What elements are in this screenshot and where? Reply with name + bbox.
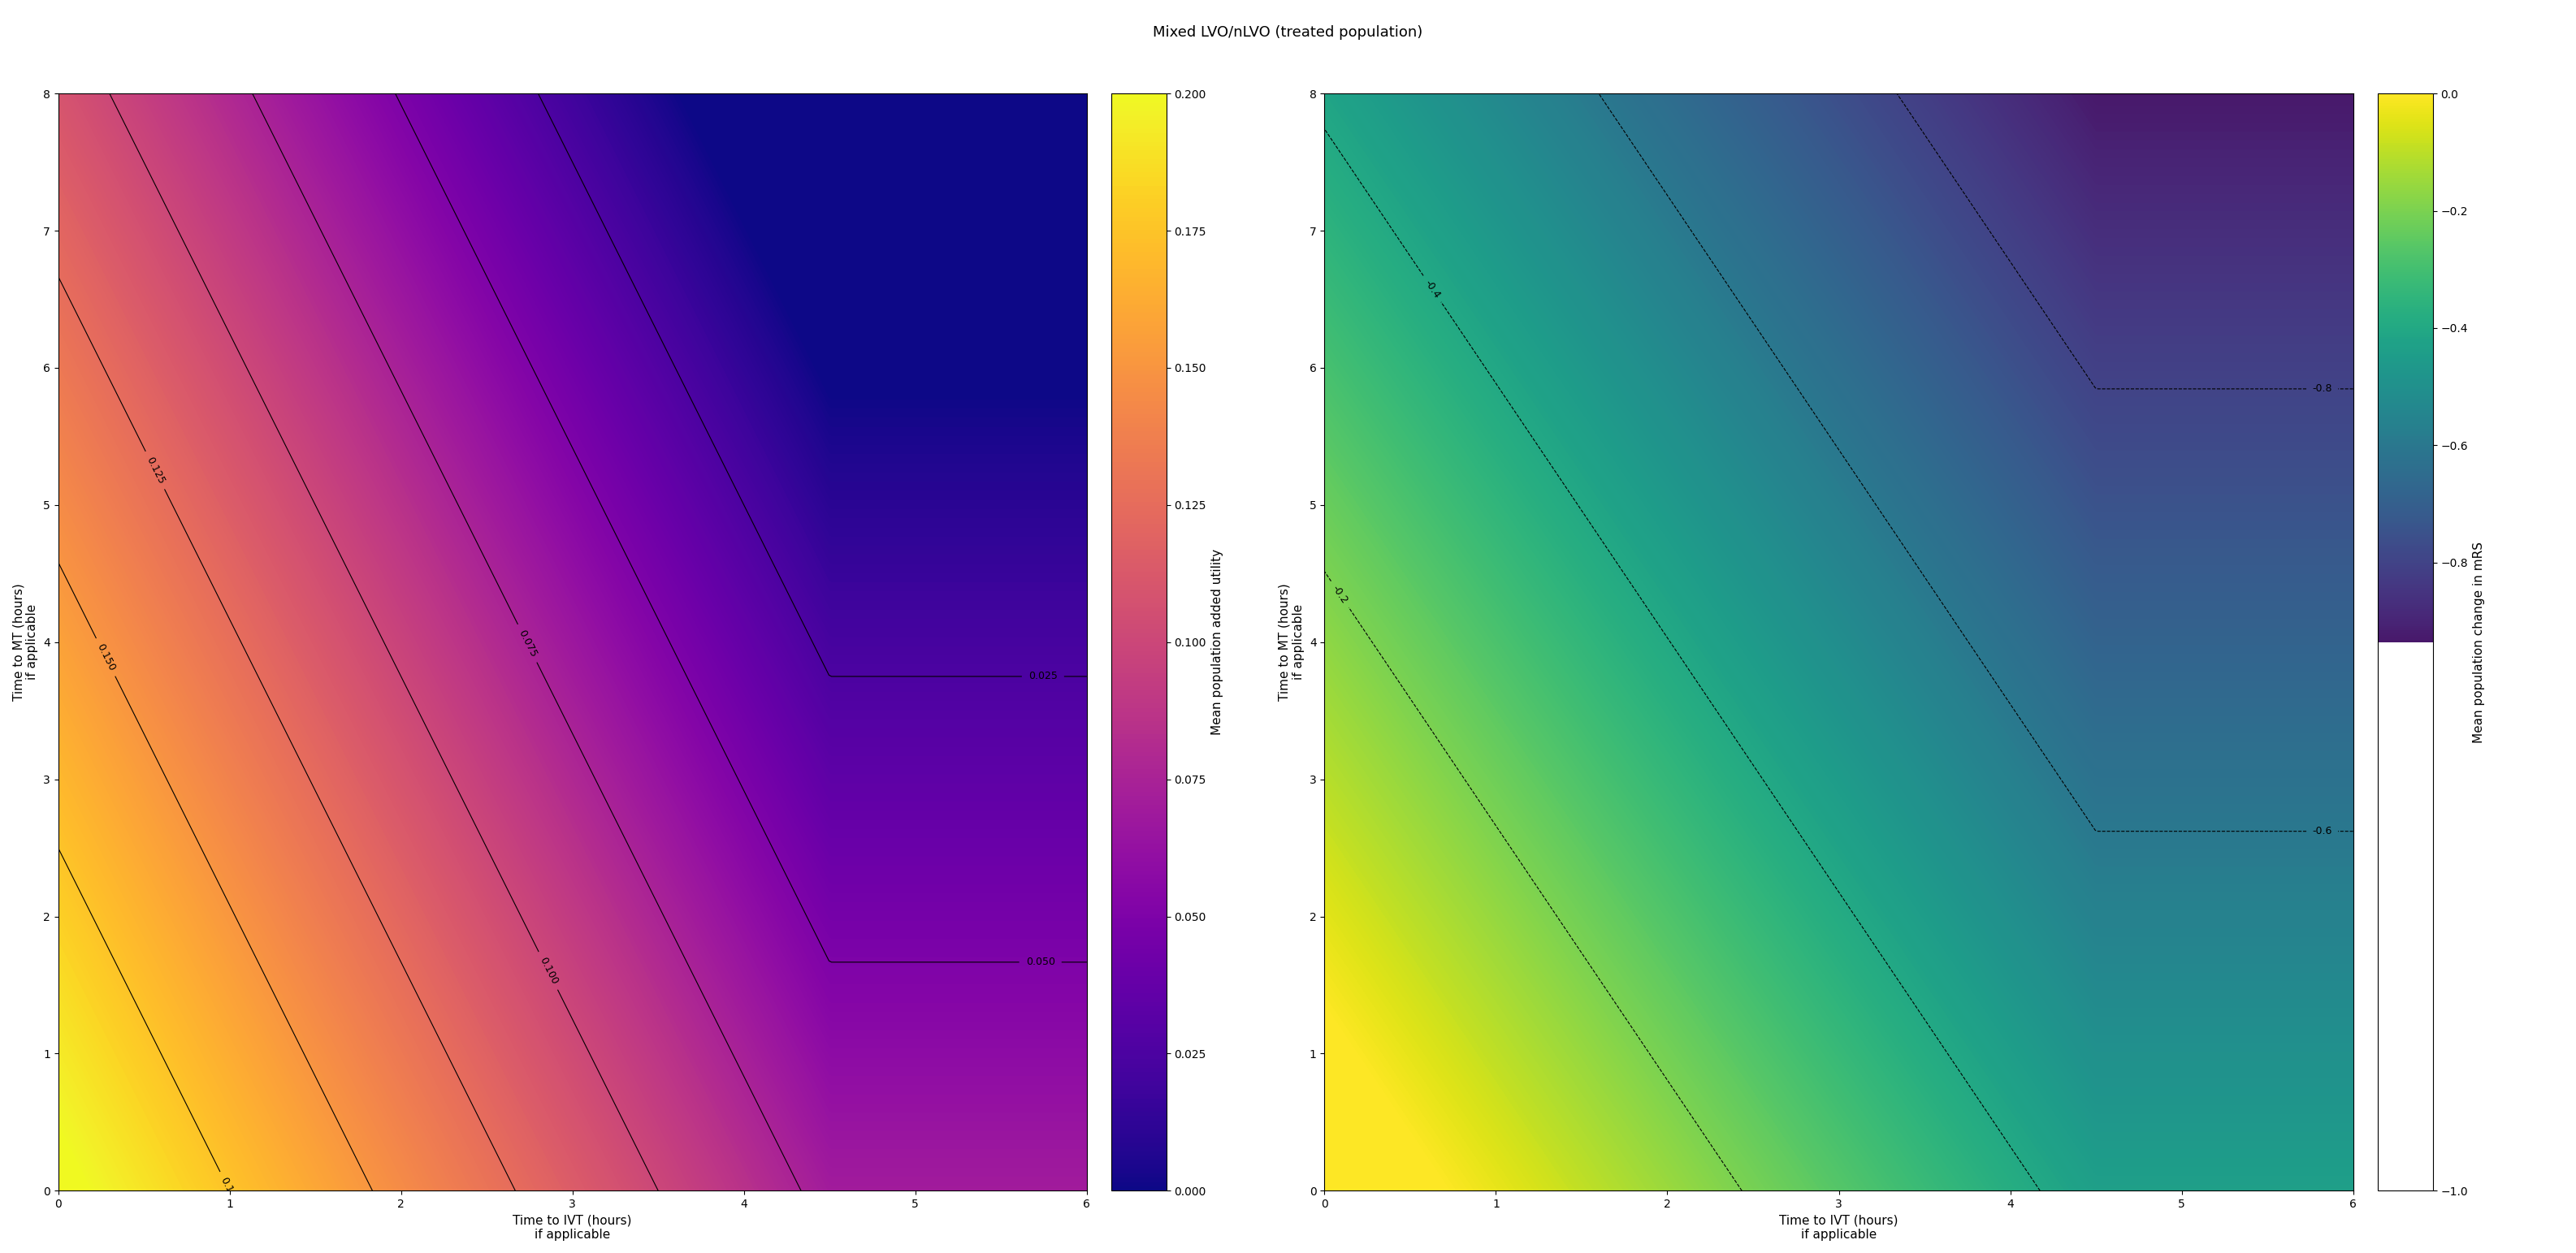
Text: 0.150: 0.150 <box>95 642 116 673</box>
Text: -0.4: -0.4 <box>1422 278 1443 299</box>
Y-axis label: Time to MT (hours)
if applicable: Time to MT (hours) if applicable <box>1278 584 1306 700</box>
Text: 0.050: 0.050 <box>1025 957 1056 967</box>
X-axis label: Time to IVT (hours)
if applicable: Time to IVT (hours) if applicable <box>1780 1214 1899 1240</box>
Text: -0.6: -0.6 <box>2313 826 2331 837</box>
Y-axis label: Time to MT (hours)
if applicable: Time to MT (hours) if applicable <box>13 584 39 700</box>
Text: -0.2: -0.2 <box>1329 583 1350 605</box>
Text: Mixed LVO/nLVO (treated population): Mixed LVO/nLVO (treated population) <box>1154 25 1422 40</box>
Y-axis label: Mean population added utility: Mean population added utility <box>1211 549 1224 736</box>
Text: 0.025: 0.025 <box>1028 672 1059 682</box>
Text: 0.100: 0.100 <box>536 955 559 986</box>
Text: 0.075: 0.075 <box>515 628 538 659</box>
Y-axis label: Mean population change in mRS: Mean population change in mRS <box>2473 541 2486 743</box>
X-axis label: Time to IVT (hours)
if applicable: Time to IVT (hours) if applicable <box>513 1214 631 1240</box>
Text: 0.175: 0.175 <box>219 1175 240 1207</box>
Text: 0.125: 0.125 <box>144 455 167 486</box>
Text: -0.8: -0.8 <box>2313 383 2331 395</box>
